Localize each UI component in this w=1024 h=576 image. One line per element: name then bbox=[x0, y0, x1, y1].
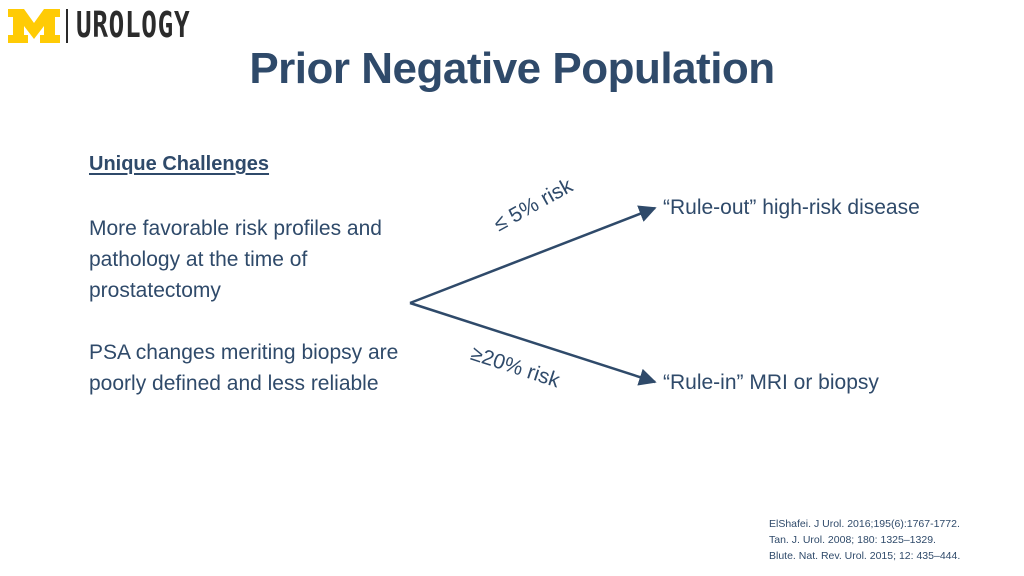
section-heading: Unique Challenges bbox=[89, 153, 270, 175]
logo-wordmark: UROLOGY bbox=[76, 5, 191, 46]
reference-item: Tan. J. Urol. 2008; 180: 1325–1329. bbox=[769, 534, 936, 546]
reference-item: Blute. Nat. Rev. Urol. 2015; 12: 435–444… bbox=[769, 550, 961, 562]
challenge-text-2: PSA changes meriting biopsy are poorly d… bbox=[89, 341, 399, 395]
lower-branch-arrow bbox=[409, 301, 657, 386]
urology-logo: UROLOGY bbox=[8, 6, 235, 46]
challenge-text-1: More favorable risk profiles and patholo… bbox=[89, 217, 382, 302]
reference-item: ElShafei. J Urol. 2016;195(6):1767-1772. bbox=[769, 518, 960, 530]
upper-branch-arrow bbox=[409, 205, 657, 305]
logo-divider bbox=[66, 9, 68, 43]
rule-in-outcome: “Rule-in” MRI or biopsy bbox=[663, 371, 879, 394]
page-title: Prior Negative Population bbox=[249, 44, 775, 93]
rule-out-outcome: “Rule-out” high-risk disease bbox=[663, 196, 920, 219]
block-m-logo-icon bbox=[8, 9, 60, 43]
references: ElShafei. J Urol. 2016;195(6):1767-1772.… bbox=[769, 516, 960, 564]
